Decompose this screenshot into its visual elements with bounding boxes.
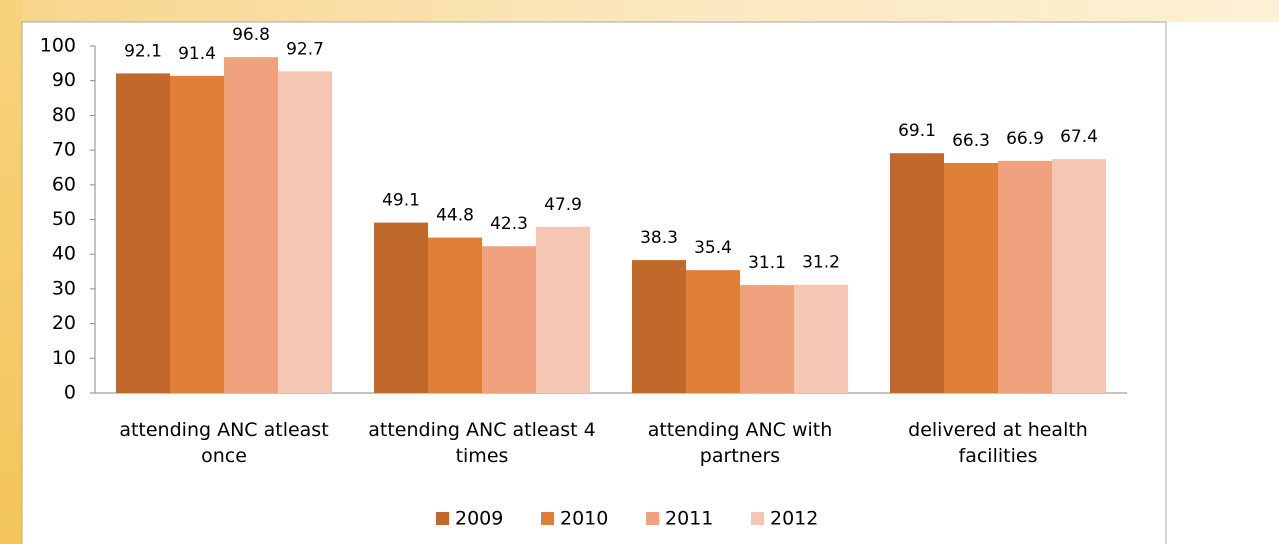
data-label: 31.2	[802, 253, 840, 273]
bar	[374, 222, 428, 393]
data-label: 67.4	[1060, 127, 1098, 147]
data-label: 91.4	[178, 44, 216, 64]
y-tick-label: 20	[52, 312, 76, 334]
legend-label: 2012	[770, 508, 818, 530]
data-label: 96.8	[232, 25, 270, 45]
bar	[170, 75, 224, 393]
y-tick-label: 80	[52, 104, 76, 126]
legend-swatch	[541, 512, 554, 525]
y-tick-label: 0	[64, 382, 76, 404]
data-label: 92.1	[124, 41, 162, 61]
data-label: 44.8	[436, 206, 474, 226]
legend-label: 2011	[665, 508, 713, 530]
legend-label: 2009	[455, 508, 503, 530]
x-tick-label: attending ANC with partners	[647, 419, 833, 467]
bar	[224, 57, 278, 393]
bar	[740, 285, 794, 393]
bar	[482, 246, 536, 393]
data-label: 47.9	[544, 195, 582, 215]
legend-label: 2010	[560, 508, 608, 530]
x-tick-label: delivered at health facilities	[908, 419, 1088, 467]
bar	[998, 160, 1052, 393]
data-label: 69.1	[898, 121, 936, 141]
y-tick-label: 40	[52, 243, 76, 265]
y-tick-label: 70	[52, 139, 76, 161]
data-label: 92.7	[286, 39, 324, 59]
data-label: 31.1	[748, 253, 786, 273]
x-tick-label: attending ANC atleast once	[119, 419, 329, 467]
y-tick-label: 90	[52, 69, 76, 91]
bar	[890, 153, 944, 393]
data-label: 42.3	[490, 214, 528, 234]
bar	[278, 71, 332, 394]
data-label: 35.4	[694, 238, 732, 258]
bar	[794, 284, 848, 393]
legend-swatch	[751, 512, 764, 525]
left-band	[0, 0, 22, 544]
y-tick-label: 10	[52, 347, 76, 369]
bar	[116, 73, 170, 394]
top-band	[0, 0, 1279, 22]
x-tick-label: attending ANC atleast 4 times	[368, 419, 596, 467]
legend-swatch	[646, 512, 659, 525]
y-tick-label: 30	[52, 277, 76, 299]
data-label: 49.1	[382, 191, 420, 211]
legend-swatch	[436, 512, 449, 525]
data-label: 66.9	[1006, 129, 1044, 149]
bar	[944, 162, 998, 393]
bar	[536, 226, 590, 393]
data-label: 38.3	[640, 228, 678, 248]
bar	[686, 270, 740, 393]
bar	[632, 260, 686, 393]
bar	[1052, 159, 1106, 393]
y-tick-label: 100	[40, 35, 76, 57]
data-label: 66.3	[952, 131, 990, 151]
bar	[428, 237, 482, 393]
y-tick-label: 60	[52, 173, 76, 195]
y-tick-label: 50	[52, 208, 76, 230]
